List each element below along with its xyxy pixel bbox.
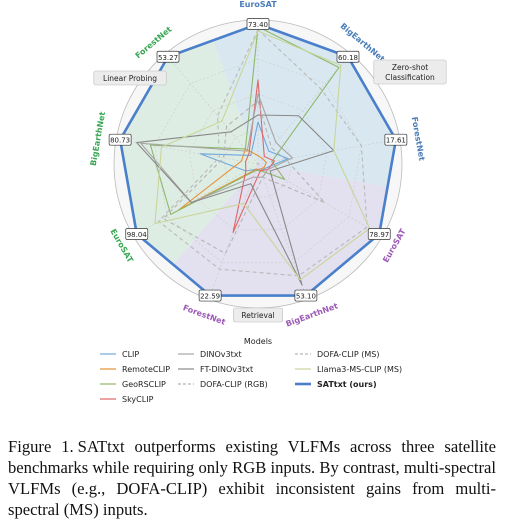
figure-caption: Figure 1. SATtxt outperforms existing VLF… <box>8 436 496 520</box>
axis-spoke-1 <box>257 56 349 165</box>
caption-label: Figure 1. <box>8 437 74 456</box>
value-label-5: 22.59 <box>200 293 220 301</box>
value-label-2: 17.61 <box>386 137 406 145</box>
caption-text: SATtxt outperforms existing VLFMs across… <box>8 437 497 519</box>
legend-label-8: Llama3-MS-CLIP (MS) <box>317 365 402 374</box>
value-label-0: 73.40 <box>248 21 268 29</box>
task-label-0-line-1: Classification <box>385 73 435 82</box>
task-label-box-2 <box>93 70 167 86</box>
legend-label-5: FT-DINOv3txt <box>200 365 253 374</box>
axis-spoke-3 <box>257 163 380 235</box>
series-remoteclip <box>178 148 267 211</box>
task-region-2 <box>120 40 258 265</box>
series-sattxt-ours- <box>118 22 398 297</box>
radar-chart: 73.40 EuroSAT 60.18 BigEarthNet 17.61 ForestN… <box>89 0 447 404</box>
legend: Models CLIP RemoteCLIP GeoRSCLIP SkyCLIP DINO… <box>100 337 402 404</box>
task-label-2-line-0: Linear Probing <box>103 74 157 83</box>
value-box-3 <box>367 228 391 240</box>
legend-label-4: DINOv3txt <box>200 350 242 359</box>
series-llama3-ms-clip-ms- <box>154 30 371 281</box>
value-label-4: 53.10 <box>296 293 316 301</box>
dataset-label-7: BigEarthNet <box>89 111 107 167</box>
value-box-0 <box>246 18 270 30</box>
axis-spoke-2 <box>257 139 396 165</box>
series-dofa-clip-ms- <box>158 29 368 277</box>
value-box-6 <box>125 228 149 240</box>
value-label-6: 98.04 <box>127 231 148 239</box>
dataset-label-2: ForestNet <box>410 116 427 162</box>
value-label-8: 53.27 <box>158 54 178 62</box>
series-skyclip <box>232 79 276 233</box>
task-label-box-0 <box>373 59 447 85</box>
dataset-label-0: EuroSAT <box>239 0 277 9</box>
legend-label-9: SATtxt (ours) <box>317 380 377 389</box>
value-label-3: 78.97 <box>369 231 389 239</box>
value-label-7: 80.73 <box>110 137 130 145</box>
value-box-7 <box>108 133 132 146</box>
task-label-1-line-0: Retrieval <box>241 311 274 320</box>
series-dinov3txt <box>140 93 294 204</box>
legend-title: Models <box>244 337 272 346</box>
value-box-1 <box>336 50 360 63</box>
value-box-4 <box>294 289 318 302</box>
axis-spoke-8 <box>167 56 259 165</box>
legend-label-3: SkyCLIP <box>122 395 154 404</box>
series-clip <box>199 121 289 172</box>
legend-label-1: RemoteCLIP <box>122 365 170 374</box>
legend-label-2: GeoRSCLIP <box>122 380 166 389</box>
legend-label-7: DOFA-CLIP (MS) <box>317 350 380 359</box>
value-box-5 <box>198 289 222 302</box>
axis-spoke-4 <box>257 163 307 296</box>
legend-label-6: DOFA-CLIP (RGB) <box>200 380 268 389</box>
task-label-box-1 <box>233 307 284 323</box>
task-region-0 <box>213 24 396 187</box>
axis-spoke-6 <box>136 163 259 235</box>
value-label-1: 60.18 <box>338 54 358 62</box>
dataset-label-4: BigEarthNet <box>285 301 340 328</box>
legend-label-0: CLIP <box>122 350 139 359</box>
task-label-0-line-0: Zero-shot <box>392 63 428 72</box>
dataset-label-5: ForestNet <box>182 303 227 327</box>
value-box-8 <box>156 50 180 63</box>
value-box-2 <box>384 133 408 146</box>
series-dofa-clip-rgb- <box>162 100 326 255</box>
